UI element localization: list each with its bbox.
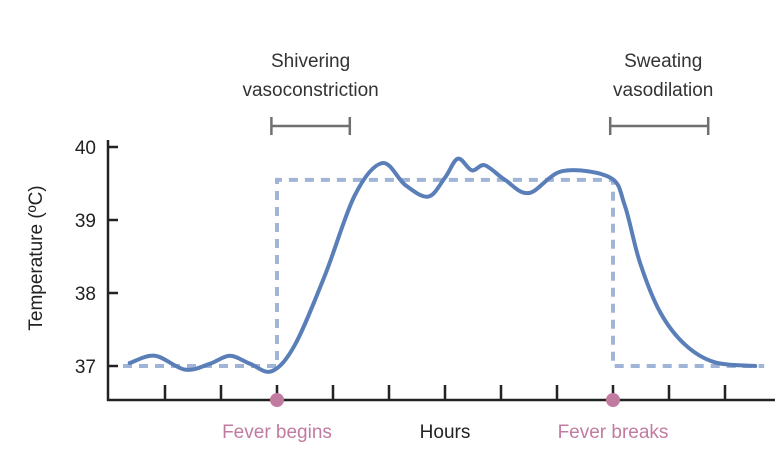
event-label: Fever breaks [558, 422, 669, 443]
annotation-label: vasodilation [613, 80, 713, 101]
event-marker [606, 393, 620, 407]
x-axis-label: Hours [420, 422, 471, 443]
set-point-line [123, 177, 765, 368]
y-tick-label: 39 [75, 211, 96, 232]
event-marker [270, 393, 284, 407]
annotation-label: Shivering [271, 51, 350, 72]
event-label: Fever begins [222, 422, 332, 443]
annotation-label: vasoconstriction [242, 80, 378, 101]
temperature-line [127, 156, 758, 374]
y-tick-label: 38 [75, 284, 96, 305]
y-tick-label: 40 [75, 138, 96, 159]
y-tick-label: 37 [75, 357, 96, 378]
y-axis-label: Temperature (ºC) [26, 185, 47, 330]
annotation-label: Sweating [624, 51, 702, 72]
